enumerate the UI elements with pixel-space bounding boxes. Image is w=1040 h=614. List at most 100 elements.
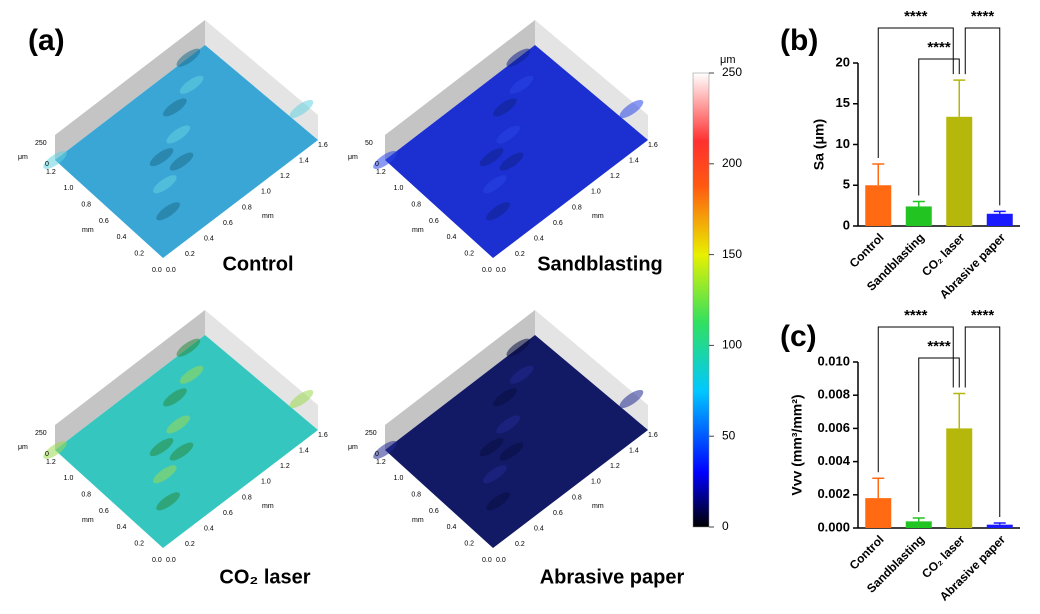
axis-unit: mm — [592, 213, 604, 220]
y-tick-label: 0.8 — [81, 492, 91, 499]
colorbar-tick-label: 250 — [722, 65, 742, 79]
y-tick-label: 1.0 — [394, 475, 404, 482]
x-tick-label: 0.2 — [515, 541, 525, 548]
y-tick-label: 0.4 — [117, 524, 127, 531]
z-unit: μm — [18, 154, 28, 161]
x-tick-label: 0.6 — [553, 510, 563, 517]
surface-top — [55, 45, 318, 258]
y-tick-label: 5 — [843, 177, 850, 192]
x-tick-label: 1.4 — [629, 447, 639, 454]
y-tick-label: 0.0 — [152, 557, 162, 564]
x-tick-label: 1.4 — [299, 447, 309, 454]
x-tick-label: 1.4 — [629, 157, 639, 164]
z-tick-label: 0 — [375, 451, 379, 458]
x-tick-label: 1.4 — [299, 157, 309, 164]
x-tick-label: 1.0 — [261, 189, 271, 196]
y-tick-label: 0.0 — [152, 267, 162, 274]
y-tick-label: 0.8 — [81, 202, 91, 209]
y-tick-label: 10 — [836, 136, 850, 151]
significance-label: **** — [927, 39, 951, 56]
x-tick-label: 1.6 — [648, 142, 658, 149]
x-tick-label: 0.6 — [223, 510, 233, 517]
z-tick-label: 50 — [365, 140, 373, 147]
surface-plot: 250μm01.21.00.80.60.40.20.00.00.20.40.60… — [18, 20, 328, 274]
y-tick-label: 0.4 — [447, 234, 457, 241]
z-tick-label: 250 — [35, 430, 47, 437]
error-bar — [913, 202, 925, 207]
panel-label: (c) — [780, 320, 817, 353]
surface-top — [385, 45, 648, 258]
colorbar-tick-label: 100 — [722, 338, 742, 352]
x-tick-label: 1.2 — [280, 173, 290, 180]
bar — [946, 428, 972, 528]
y-tick-label: 0.2 — [464, 251, 474, 258]
x-tick-label: 1.0 — [591, 189, 601, 196]
error-bar — [913, 518, 925, 521]
y-tick-label: 0.8 — [411, 202, 421, 209]
error-bar — [994, 211, 1006, 213]
y-tick-label: 0.000 — [817, 519, 850, 534]
bar — [906, 521, 932, 528]
y-tick-label: 0.2 — [464, 541, 474, 548]
error-bar — [953, 80, 965, 117]
x-tick-label: 1.6 — [318, 432, 328, 439]
z-unit: μm — [348, 154, 358, 161]
x-tick-label: 1.6 — [318, 142, 328, 149]
panel-label: (a) — [28, 24, 65, 57]
axis-unit: mm — [82, 227, 94, 234]
y-tick-label: 20 — [836, 54, 850, 69]
x-tick-label: 0.8 — [242, 494, 252, 501]
y-tick-label: 1.2 — [46, 459, 56, 466]
bar — [946, 117, 972, 226]
x-tick-label: 1.0 — [261, 479, 271, 486]
y-tick-label: 0.008 — [817, 387, 850, 402]
z-tick-label: 250 — [365, 430, 377, 437]
panel-label: (b) — [780, 24, 818, 57]
z-unit: μm — [348, 444, 358, 451]
y-tick-label: 0.002 — [817, 486, 850, 501]
y-tick-label: 0.6 — [99, 218, 109, 225]
colorbar-tick-label: 200 — [722, 156, 742, 170]
surface-plot: 50μm01.21.00.80.60.40.20.00.00.20.40.60.… — [348, 20, 658, 274]
colorbar-unit: μm — [720, 54, 736, 66]
figure: (a) (b) (c) 250μm01.21.00.80.60.40.20.00… — [0, 0, 1040, 614]
axis-unit: mm — [412, 227, 424, 234]
error-bar — [872, 164, 884, 185]
x-tick-label: 1.6 — [648, 432, 658, 439]
x-tick-label: 0.0 — [496, 267, 506, 274]
x-tick-label: 0.8 — [572, 204, 582, 211]
y-tick-label: 0.4 — [447, 524, 457, 531]
y-tick-label: 1.0 — [64, 185, 74, 192]
surface-plot: 250μm01.21.00.80.60.40.20.00.00.20.40.60… — [348, 310, 658, 564]
y-tick-label: 0.6 — [99, 508, 109, 515]
z-tick-label: 0 — [45, 161, 49, 168]
error-bar — [872, 478, 884, 498]
x-tick-label: Control — [847, 532, 887, 572]
y-tick-label: 1.0 — [64, 475, 74, 482]
significance-label: **** — [904, 307, 928, 324]
y-tick-label: 1.2 — [46, 169, 56, 176]
significance-label: **** — [904, 8, 928, 25]
x-tick-label: 0.0 — [166, 557, 176, 564]
y-tick-label: 15 — [836, 95, 850, 110]
surface-title: Sandblasting — [537, 253, 663, 275]
y-tick-label: 0.004 — [817, 453, 850, 468]
x-tick-label: 0.4 — [534, 236, 544, 243]
x-tick-label: 0.2 — [185, 541, 195, 548]
y-tick-label: 1.0 — [394, 185, 404, 192]
surface-title: Control — [222, 253, 293, 275]
y-tick-label: 0.8 — [411, 492, 421, 499]
y-tick-label: 0.0 — [482, 267, 492, 274]
colorbar — [693, 73, 709, 527]
significance-label: **** — [971, 307, 995, 324]
y-tick-label: 0.6 — [429, 508, 439, 515]
bar — [987, 214, 1013, 226]
y-tick-label: 0.2 — [134, 251, 144, 258]
error-bar — [953, 394, 965, 429]
y-tick-label: 1.2 — [376, 459, 386, 466]
x-tick-label: 0.4 — [534, 526, 544, 533]
x-tick-label: Control — [847, 230, 887, 270]
axis-unit: mm — [262, 503, 274, 510]
x-tick-label: 0.6 — [553, 220, 563, 227]
